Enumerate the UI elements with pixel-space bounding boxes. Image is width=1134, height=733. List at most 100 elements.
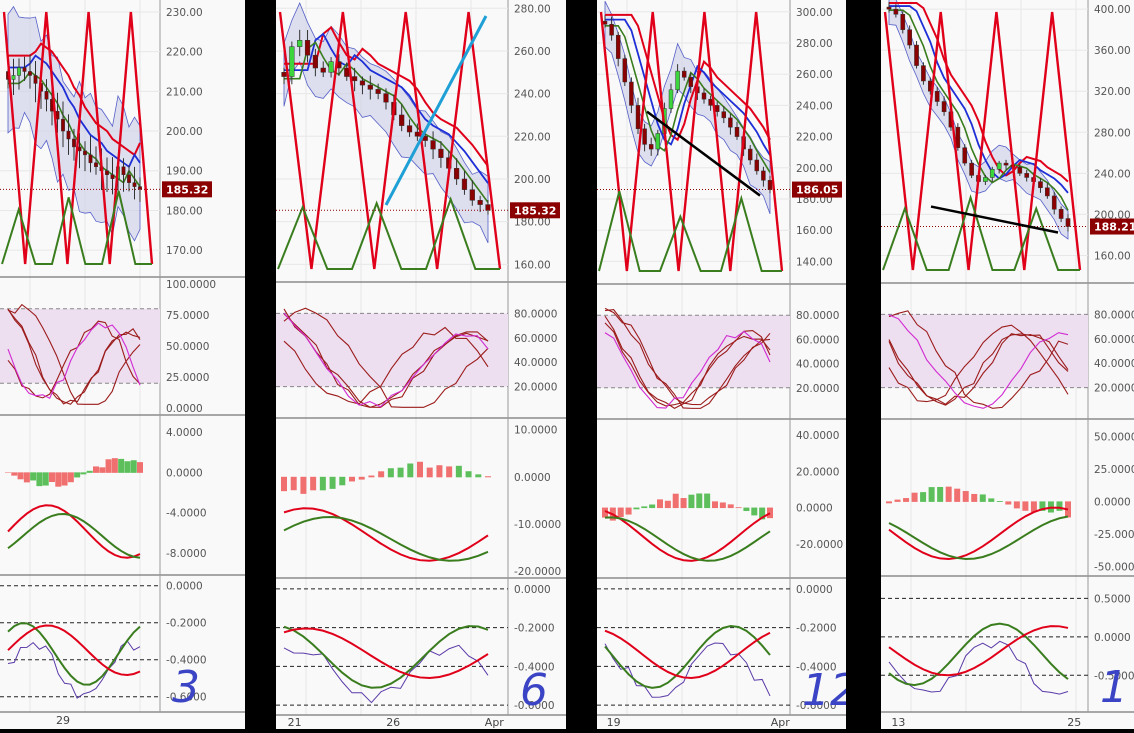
price-tick-label: 180.00 [514, 217, 551, 229]
macd-line [7, 513, 141, 559]
candle [406, 125, 413, 133]
oscillator-line-red [7, 624, 141, 676]
oscillator-line-green [888, 622, 1069, 687]
candle [921, 65, 926, 82]
candle [708, 98, 713, 106]
stoch-tick-label: 60.0000 [1094, 334, 1134, 346]
oscillator-line-green [604, 624, 771, 689]
macd-tick-label: -4.0000 [166, 508, 207, 520]
moving-average-blue [605, 18, 771, 156]
macd-histogram-bar [329, 476, 336, 489]
macd-histogram-bar [387, 468, 394, 478]
overbought-zone [0, 308, 160, 384]
macd-histogram-bar [988, 498, 995, 502]
macd-tick-label: -50.0000 [1094, 561, 1134, 573]
macd-histogram-bar [417, 461, 423, 478]
overlay-indicator-red [278, 11, 502, 270]
candle [121, 166, 126, 175]
osc-tick-label: 0.0000 [1094, 632, 1131, 644]
price-tick-label: 280.00 [514, 3, 551, 15]
stochastic-line [7, 322, 141, 399]
candle [609, 24, 614, 36]
osc-tick-label: -0.2000 [514, 623, 555, 635]
candle [320, 67, 326, 73]
handwritten-panel-number: 3 [172, 662, 200, 713]
macd-histogram-bar [1039, 501, 1046, 511]
candle [615, 34, 621, 59]
macd-histogram-bar [436, 465, 443, 478]
candle [688, 77, 694, 87]
macd-histogram-bar [455, 465, 462, 478]
macd-histogram-bar [130, 460, 137, 473]
oscillator-line-red [283, 627, 489, 679]
oscillator-line-purple [283, 644, 489, 704]
macd-histogram-bar [1056, 501, 1063, 511]
macd-histogram-bar [55, 472, 62, 487]
price-tick-label: 230.00 [166, 7, 203, 19]
price-tick-label: 220.00 [166, 47, 203, 59]
osc-tick-label: 0.0000 [514, 584, 551, 596]
candle [914, 44, 919, 66]
candle [747, 148, 753, 161]
macd-histogram-bar [368, 475, 375, 478]
candle [761, 170, 766, 181]
candle [72, 138, 76, 148]
macd-histogram-bar [954, 488, 961, 502]
date-label: 21 [288, 716, 302, 729]
candle [714, 105, 720, 112]
candle [893, 8, 899, 15]
macd-histogram-bar [617, 507, 624, 517]
macd-histogram-bar [641, 506, 648, 509]
bollinger-band [283, 2, 489, 244]
candle [454, 168, 460, 180]
price-tick-label: 280.00 [796, 38, 833, 50]
candle [907, 29, 912, 46]
candle [602, 20, 608, 25]
macd-histogram-bar [465, 471, 472, 478]
candle [281, 72, 287, 77]
stoch-tick-label: 20.0000 [796, 383, 839, 395]
macd-tick-label: 0.0000 [166, 467, 203, 479]
price-tick-label: 200.00 [514, 174, 551, 186]
candle [28, 71, 32, 76]
candle [33, 75, 38, 84]
candle [304, 40, 311, 56]
macd-histogram-bar [1030, 501, 1037, 512]
candle [477, 200, 483, 205]
macd-histogram-bar [649, 504, 656, 509]
osc-tick-label: 0.5000 [1094, 593, 1131, 605]
candle [989, 169, 995, 178]
stoch-tick-label: 80.0000 [796, 310, 839, 322]
last-price-tag [162, 181, 212, 198]
stochastic-pane: 80.0000 60.0000 40.0000 20.0000 [276, 307, 557, 408]
macd-histogram-bar [339, 476, 346, 486]
macd-histogram-bar [1013, 501, 1020, 509]
price-tick-label: 140.00 [796, 256, 833, 268]
price-tick-label: 200.00 [166, 126, 203, 138]
stoch-tick-label: 20.0000 [1094, 383, 1134, 395]
candle [367, 84, 373, 90]
candle [485, 204, 491, 211]
stochastic-line [7, 320, 141, 399]
price-tick-label: 190.00 [166, 166, 203, 178]
macd-histogram-bar [281, 476, 287, 492]
candle [1051, 195, 1057, 210]
stoch-tick-label: 50.0000 [166, 341, 209, 353]
price-tick-label: 200.00 [796, 163, 833, 175]
price-pane: 300.00280.00260.00240.00220.00200.00180.… [597, 1, 842, 272]
moving-average-blue [889, 5, 1069, 194]
candle [1045, 187, 1050, 197]
price-tick-label: 160.00 [796, 225, 833, 237]
candle [655, 133, 661, 150]
overlay-indicator-red [2, 11, 154, 265]
candle [734, 126, 740, 137]
stoch-tick-label: 40.0000 [796, 359, 839, 371]
osc-tick-label: -0.6000 [514, 700, 555, 712]
macd-histogram-bar [67, 472, 74, 483]
macd-histogram-bar [672, 493, 679, 509]
candle [132, 182, 137, 187]
macd-histogram-bar [996, 501, 1003, 502]
moving-average-green [605, 25, 771, 173]
candle [721, 111, 727, 119]
